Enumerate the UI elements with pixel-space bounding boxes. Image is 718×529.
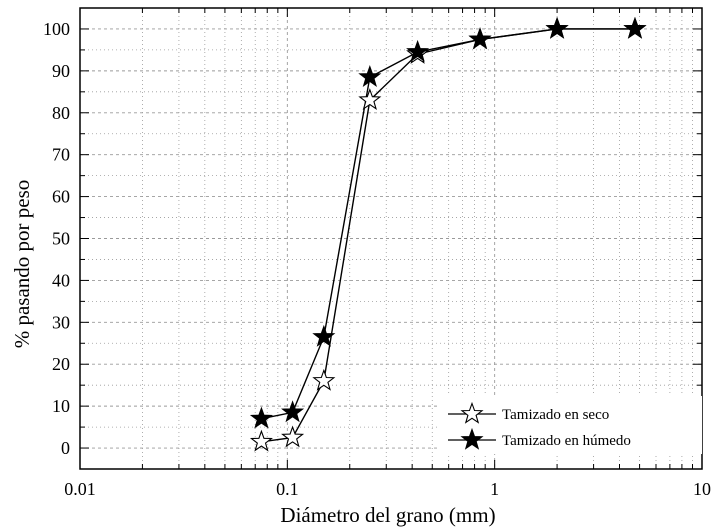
data-point-filled-star [358,65,382,87]
legend: Tamizado en seco Tamizado en húmedo [440,396,702,454]
y-tick-label: 40 [52,270,70,290]
y-axis-label: % pasando por peso [10,180,34,349]
legend-marker-filled-star-icon [460,427,484,450]
data-point-filled-star [623,16,647,39]
x-axis-label: Diámetro del grano (mm) [280,503,495,527]
y-tick-label: 60 [52,187,70,207]
series-line [261,28,635,420]
y-tick-label: 10 [52,396,70,416]
y-tick-label: 50 [52,229,70,249]
data-point-filled-star [406,39,430,62]
y-tick-label: 20 [52,354,70,374]
x-tick-label: 0.01 [64,479,96,499]
x-tick-label: 1 [490,479,499,499]
legend-marker-hollow-star-icon [460,401,484,424]
y-tick-label: 80 [52,103,70,123]
y-tick-label: 30 [52,312,70,332]
data-point-filled-star [468,27,492,50]
y-tick-label: 70 [52,145,70,165]
x-tick-label: 0.1 [276,479,299,499]
y-tick-label: 90 [52,61,70,81]
data-point-filled-star [312,324,336,347]
data-point-hollow-star [312,368,336,391]
y-tick-label: 0 [61,438,70,458]
legend-label-dry: Tamizado en seco [502,407,609,423]
data-point-filled-star [281,400,305,423]
data-point-hollow-star [249,429,273,452]
series-layer [249,16,647,452]
data-point-filled-star [249,406,273,429]
data-point-filled-star [545,16,569,39]
data-point-hollow-star [281,425,305,448]
x-tick-label: 10 [693,479,711,499]
legend-box [440,396,702,454]
data-point-hollow-star [358,88,382,111]
legend-label-wet: Tamizado en húmedo [502,433,631,449]
y-tick-label: 100 [43,19,70,39]
